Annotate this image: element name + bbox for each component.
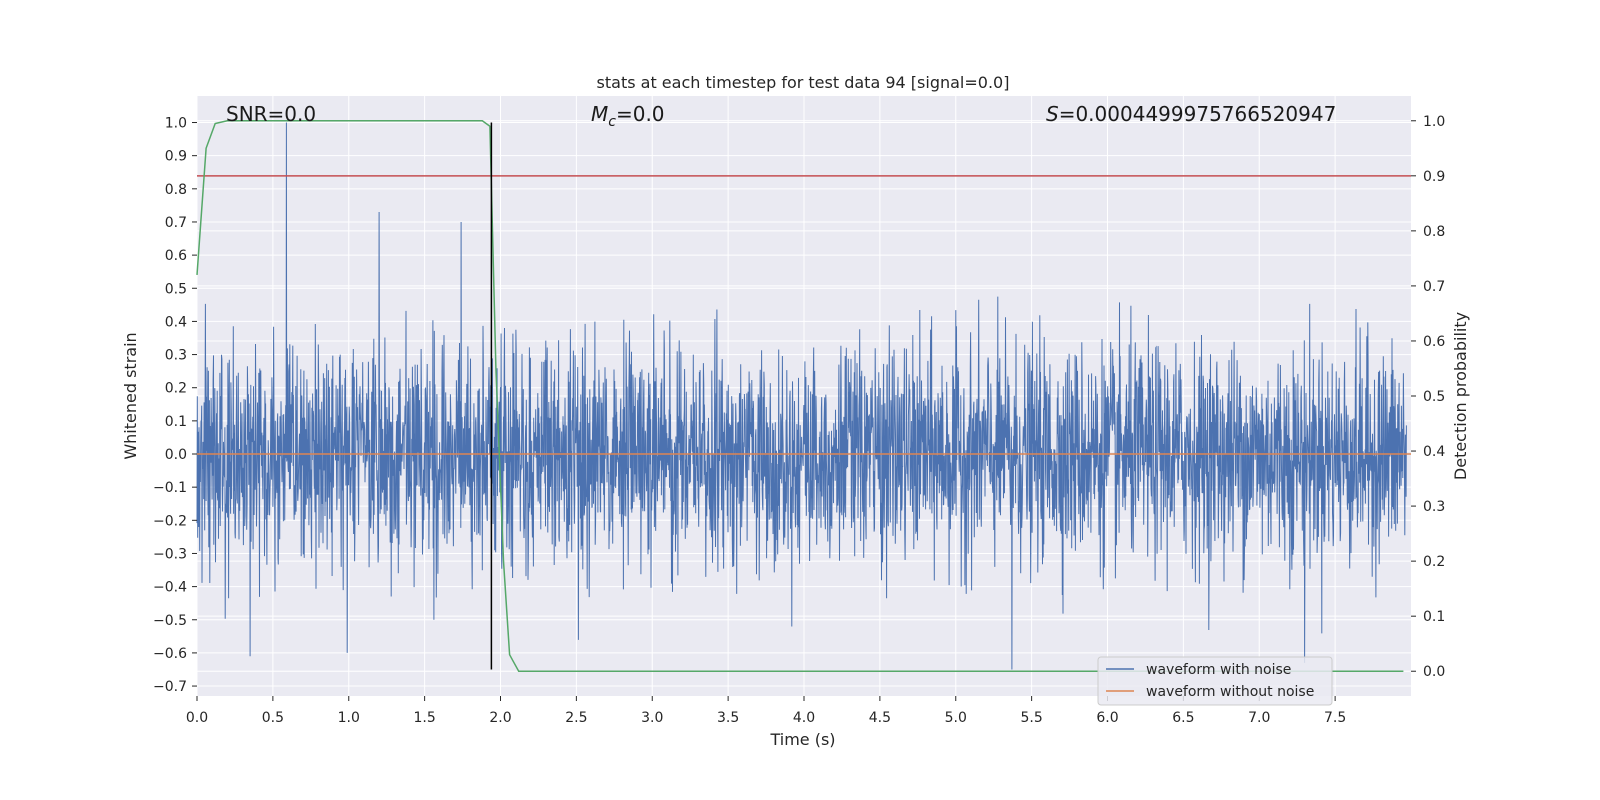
snr-annotation: SNR=0.0 bbox=[226, 102, 316, 126]
y-right-tick-label: 0.4 bbox=[1423, 444, 1445, 460]
y-left-axis-ticks: −0.7 −0.6 −0.5 −0.4 −0.3 −0.2 −0.1 0.0 0.1 0.2 0.3… bbox=[153, 116, 197, 695]
y-left-tick-label: 0.9 bbox=[165, 149, 187, 165]
y-left-tick-label: −0.7 bbox=[153, 679, 187, 695]
x-tick-label: 1.0 bbox=[338, 710, 360, 726]
y-right-tick-label: 0.5 bbox=[1423, 389, 1445, 405]
legend-label-clean: waveform without noise bbox=[1146, 684, 1314, 700]
y-right-tick-label: 0.1 bbox=[1423, 609, 1445, 625]
y-left-tick-label: −0.1 bbox=[153, 480, 187, 496]
chirp-mass-subscript: c bbox=[608, 114, 616, 130]
y-right-axis-ticks: 0.0 0.1 0.2 0.3 0.4 0.5 0.6 0.7 0.8 0.9 1.0 bbox=[1411, 114, 1445, 680]
y-left-tick-label: −0.6 bbox=[153, 646, 187, 662]
legend-label-noise: waveform with noise bbox=[1146, 662, 1291, 678]
legend-box bbox=[1097, 656, 1333, 706]
y-left-tick-label: −0.4 bbox=[153, 580, 187, 596]
y-left-tick-label: 0.2 bbox=[165, 381, 187, 397]
x-tick-label: 2.0 bbox=[489, 710, 511, 726]
y-left-tick-label: 0.5 bbox=[165, 281, 187, 297]
y-right-axis-label: Detection probability bbox=[1451, 312, 1470, 480]
x-tick-label: 4.5 bbox=[869, 710, 891, 726]
x-tick-label: 6.0 bbox=[1096, 710, 1118, 726]
y-left-tick-label: 0.7 bbox=[165, 215, 187, 231]
y-left-tick-label: 0.3 bbox=[165, 348, 187, 364]
y-left-tick-label: 0.6 bbox=[165, 248, 187, 264]
x-tick-label: 3.5 bbox=[717, 710, 739, 726]
statistic-annotation: S=0.0004499975766520947 bbox=[1046, 102, 1336, 126]
noise-trace bbox=[196, 122, 1407, 670]
statistic-value: =0.0004499975766520947 bbox=[1059, 102, 1337, 126]
y-left-tick-label: −0.3 bbox=[153, 546, 187, 562]
chirp-mass-symbol: M bbox=[591, 102, 608, 126]
y-left-axis-label: Whitened strain bbox=[121, 332, 140, 459]
x-tick-label: 4.0 bbox=[793, 710, 815, 726]
y-right-tick-label: 0.8 bbox=[1423, 224, 1445, 240]
x-tick-label: 6.5 bbox=[1172, 710, 1194, 726]
y-left-tick-label: −0.5 bbox=[153, 613, 187, 629]
y-right-tick-label: 0.2 bbox=[1423, 554, 1445, 570]
x-tick-label: 0.0 bbox=[186, 710, 208, 726]
chart-title: stats at each timestep for test data 94 … bbox=[597, 73, 1010, 92]
x-tick-label: 2.5 bbox=[565, 710, 587, 726]
series-waveform-with-noise bbox=[196, 122, 1407, 670]
x-tick-label: 0.5 bbox=[262, 710, 284, 726]
y-left-tick-label: 0.8 bbox=[165, 182, 187, 198]
y-left-tick-label: 0.4 bbox=[165, 314, 187, 330]
chirp-mass-annotation: Mc=0.0 bbox=[591, 102, 665, 130]
y-right-tick-label: 0.9 bbox=[1423, 169, 1445, 185]
y-right-tick-label: 0.6 bbox=[1423, 334, 1445, 350]
x-tick-label: 5.0 bbox=[945, 710, 967, 726]
y-right-tick-label: 0.3 bbox=[1423, 499, 1445, 515]
y-left-tick-label: 1.0 bbox=[165, 116, 187, 132]
x-tick-label: 7.0 bbox=[1248, 710, 1270, 726]
x-tick-label: 7.5 bbox=[1324, 710, 1346, 726]
x-axis-label: Time (s) bbox=[769, 730, 835, 749]
x-tick-label: 3.0 bbox=[641, 710, 663, 726]
x-tick-label: 1.5 bbox=[413, 710, 435, 726]
y-right-tick-label: 0.0 bbox=[1423, 664, 1445, 680]
series-detection-probability bbox=[196, 120, 1404, 672]
y-right-tick-label: 1.0 bbox=[1423, 114, 1445, 130]
y-right-tick-label: 0.7 bbox=[1423, 279, 1445, 295]
legend: waveform with noise waveform without noi… bbox=[1097, 656, 1333, 706]
chirp-mass-value: =0.0 bbox=[616, 102, 665, 126]
y-left-tick-label: −0.2 bbox=[153, 513, 187, 529]
y-left-tick-label: 0.0 bbox=[165, 447, 187, 463]
statistic-symbol: S bbox=[1046, 102, 1059, 126]
x-axis-ticks: 0.0 0.5 1.0 1.5 2.0 2.5 3.0 3.5 4.0 4.5 5.0 5.5 6.0 6… bbox=[186, 696, 1346, 726]
y-left-tick-label: 0.1 bbox=[165, 414, 187, 430]
x-tick-label: 5.5 bbox=[1020, 710, 1042, 726]
